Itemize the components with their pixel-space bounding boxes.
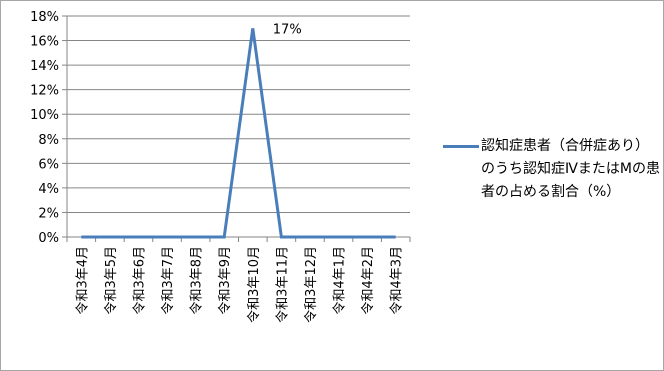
series-line — [81, 28, 396, 239]
y-tick-label: 16% — [30, 35, 59, 50]
data-labels: 17% — [273, 22, 302, 37]
y-tick-label: 6% — [38, 157, 59, 172]
y-tick-label: 10% — [30, 108, 59, 123]
legend-label: 認知症患者（合併症あり）のうち認知症ⅣまたはMの患者の占める割合（%） — [481, 138, 660, 200]
x-tick-label: 令和4年1月 — [333, 246, 348, 315]
x-tick-label: 令和4年2月 — [361, 246, 376, 315]
y-tick-label: 18% — [30, 10, 59, 25]
y-tick-labels: 0% 2% 4% 6% 8% 10% 12% 14% 16% 18% — [30, 10, 59, 246]
y-tick-label: 14% — [30, 59, 59, 74]
x-tick-label: 令和3年9月 — [218, 246, 233, 315]
y-tick-label: 0% — [38, 231, 59, 246]
x-tick-label: 令和3年5月 — [104, 246, 119, 315]
x-tick-label: 令和3年10月 — [247, 246, 262, 323]
series-lines — [81, 28, 396, 239]
y-tick-label: 8% — [38, 133, 59, 148]
x-tick-label: 令和3年4月 — [75, 246, 90, 315]
x-tick-label: 令和3年6月 — [132, 246, 147, 315]
y-tick-label: 12% — [30, 84, 59, 99]
x-tick-label: 令和3年11月 — [275, 246, 290, 323]
gridlines — [67, 15, 410, 213]
legend-swatch — [443, 145, 479, 148]
x-tick-label: 令和4年3月 — [390, 246, 405, 315]
y-tick-label: 2% — [38, 206, 59, 221]
x-tick-label: 令和3年12月 — [304, 246, 319, 323]
legend: 認知症患者（合併症あり）のうち認知症ⅣまたはMの患者の占める割合（%） — [443, 135, 661, 204]
axes — [62, 15, 411, 242]
y-tick-label: 4% — [38, 182, 59, 197]
x-tick-labels: 令和3年4月 令和3年5月 令和3年6月 令和3年7月 令和3年8月 令和3年9月 令和3年… — [75, 246, 404, 323]
x-tick-label: 令和3年8月 — [190, 246, 205, 315]
data-label: 17% — [273, 22, 302, 37]
x-tick-label: 令和3年7月 — [161, 246, 176, 315]
